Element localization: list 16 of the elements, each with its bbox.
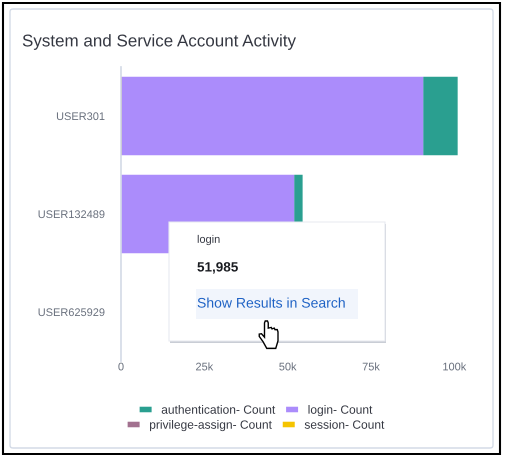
x-tick-label: 75k — [362, 362, 380, 370]
x-tick-label: 100k — [443, 362, 466, 370]
annotation: Show Results in Search — [198, 297, 345, 308]
legend-label: session- Count — [304, 420, 384, 429]
annotation: login — [198, 234, 220, 246]
legend-label: login- Count — [308, 405, 372, 416]
annotation: 51,985 — [197, 262, 238, 274]
y-tick-label: USER625929 — [38, 308, 104, 316]
y-tick-label: USER301 — [56, 112, 104, 120]
legend-label: authentication- Count — [162, 405, 276, 414]
x-tick-label: 50k — [279, 362, 297, 370]
legend-label: privilege-assign- Count — [150, 420, 272, 432]
x-tick-label: 0 — [118, 362, 124, 370]
x-tick-label: 25k — [196, 362, 214, 370]
y-tick-label: USER132489 — [38, 210, 104, 218]
chart-title: System and Service Account Activity — [22, 34, 296, 50]
